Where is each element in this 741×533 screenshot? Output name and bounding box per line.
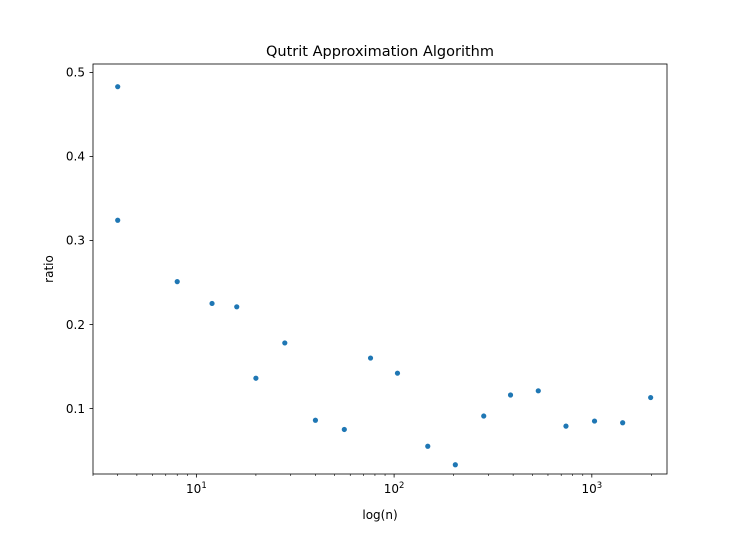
x-tick-label: 101 — [186, 481, 207, 496]
y-tick-label: 0.1 — [66, 402, 85, 416]
y-tick-label: 0.4 — [66, 150, 85, 164]
x-axis-ticks: 101 102 103 — [92, 474, 652, 496]
data-point — [452, 462, 458, 468]
data-point — [394, 370, 401, 376]
data-point — [591, 418, 598, 424]
chart-title: Qutrit Approximation Algorithm — [266, 44, 494, 60]
x-tick-label: 102 — [384, 481, 405, 496]
data-point — [481, 413, 487, 419]
data-point — [115, 217, 121, 223]
data-point — [253, 375, 259, 381]
data-point — [507, 392, 514, 398]
data-point — [115, 84, 121, 90]
y-axis-label: ratio — [42, 255, 56, 283]
plot-frame — [92, 63, 668, 475]
data-point — [425, 443, 431, 449]
y-tick-label: 0.2 — [66, 318, 85, 332]
data-point — [367, 355, 374, 361]
data-point — [620, 420, 626, 426]
y-axis-ticks: 0.1 0.2 0.3 0.4 0.5 — [66, 66, 93, 416]
data-point — [282, 340, 288, 346]
data-point — [648, 394, 654, 401]
y-tick-label: 0.3 — [66, 234, 85, 248]
y-tick-label: 0.5 — [66, 66, 85, 80]
x-axis-label: log(n) — [362, 508, 397, 522]
x-tick-label: 103 — [581, 481, 602, 496]
data-point — [535, 388, 541, 394]
data-point — [209, 300, 215, 307]
data-point — [312, 417, 319, 423]
data-points — [115, 84, 654, 468]
data-point — [174, 279, 180, 285]
data-point — [234, 304, 240, 310]
data-point — [563, 423, 569, 429]
data-point — [341, 426, 347, 433]
